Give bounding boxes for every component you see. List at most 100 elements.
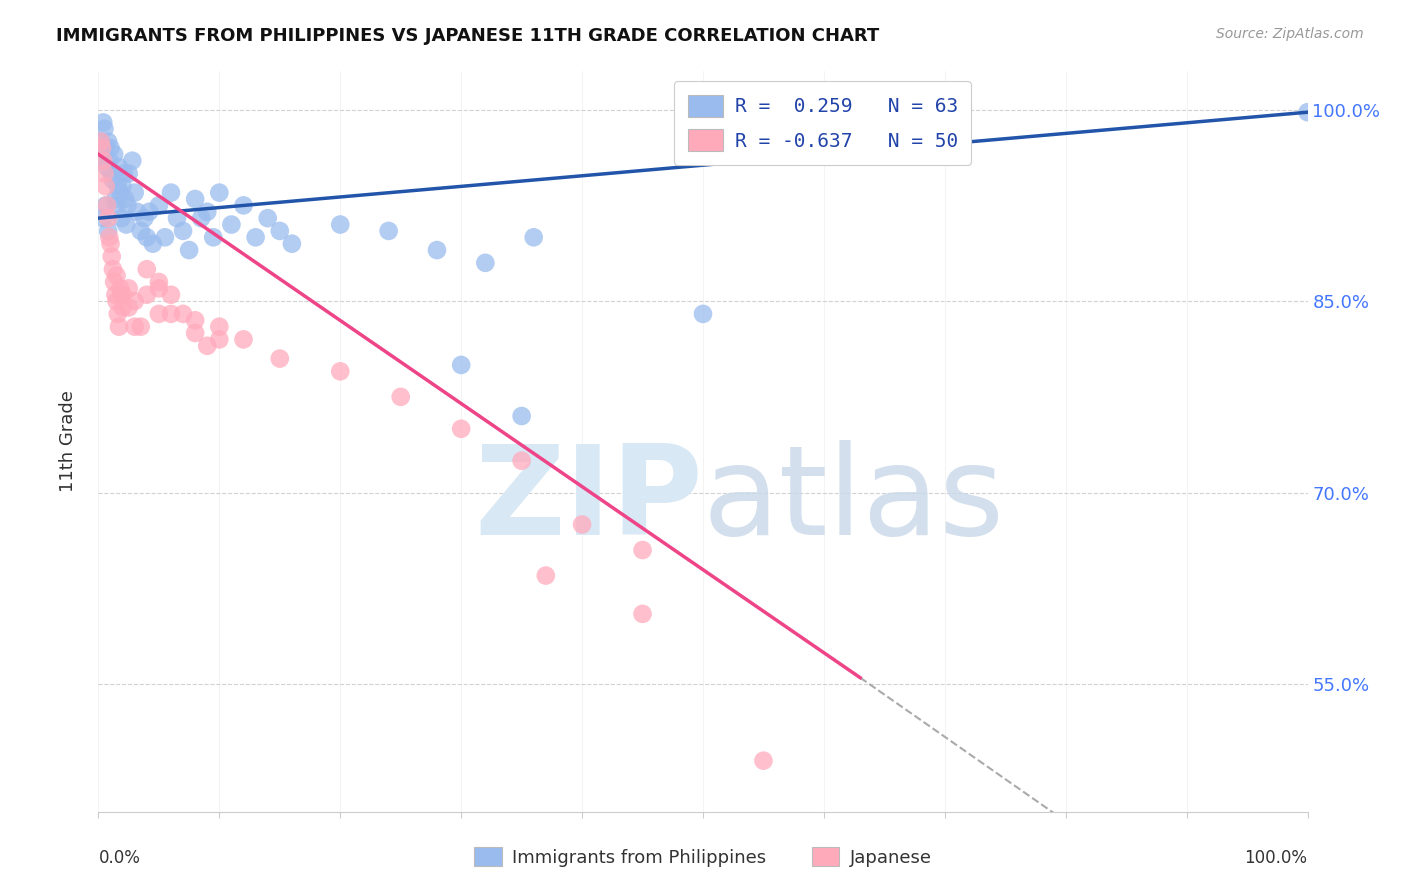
Point — [129, 319, 152, 334]
Point — [245, 230, 267, 244]
Point — [450, 422, 472, 436]
Point — [160, 186, 183, 200]
Point — [148, 275, 170, 289]
Point — [208, 319, 231, 334]
Point — [100, 250, 122, 264]
Point — [111, 179, 134, 194]
Text: ZIP: ZIP — [474, 441, 703, 561]
Point — [377, 224, 399, 238]
Point — [93, 121, 115, 136]
Point — [510, 409, 533, 423]
Point — [100, 141, 122, 155]
Point — [450, 358, 472, 372]
Point — [111, 301, 134, 315]
Point — [172, 307, 194, 321]
Point — [111, 287, 134, 301]
Point — [135, 262, 157, 277]
Point — [105, 198, 128, 212]
Point — [108, 281, 131, 295]
Point — [179, 243, 201, 257]
Point — [873, 135, 896, 149]
Point — [134, 211, 156, 226]
Point — [752, 754, 775, 768]
Point — [631, 607, 654, 621]
Point — [115, 218, 138, 232]
Text: IMMIGRANTS FROM PHILIPPINES VS JAPANESE 11TH GRADE CORRELATION CHART: IMMIGRANTS FROM PHILIPPINES VS JAPANESE … — [56, 27, 880, 45]
Point — [121, 153, 143, 168]
Point — [103, 147, 125, 161]
Point — [160, 287, 183, 301]
Point — [91, 153, 114, 168]
Point — [96, 160, 118, 174]
Point — [118, 166, 141, 180]
Point — [117, 198, 139, 212]
Point — [269, 224, 291, 238]
Point — [94, 179, 117, 194]
Point — [534, 568, 557, 582]
Text: atlas: atlas — [703, 441, 1005, 561]
Point — [96, 198, 118, 212]
Point — [112, 166, 135, 180]
Point — [142, 236, 165, 251]
Point — [329, 364, 352, 378]
Point — [98, 153, 121, 168]
Point — [329, 218, 352, 232]
Point — [232, 198, 254, 212]
Point — [135, 287, 157, 301]
Point — [148, 198, 170, 212]
Point — [107, 179, 129, 194]
Text: 0.0%: 0.0% — [98, 849, 141, 867]
Point — [110, 211, 132, 226]
Point — [100, 236, 122, 251]
Point — [91, 211, 114, 226]
Point — [510, 453, 533, 467]
Point — [221, 218, 243, 232]
Point — [474, 256, 496, 270]
Point — [571, 517, 593, 532]
Point — [104, 192, 127, 206]
Point — [127, 204, 149, 219]
Point — [692, 307, 714, 321]
Point — [849, 141, 872, 155]
Point — [148, 281, 170, 295]
Point — [426, 243, 449, 257]
Point — [124, 186, 146, 200]
Point — [631, 543, 654, 558]
Point — [94, 141, 117, 155]
Point — [107, 307, 129, 321]
Point — [184, 326, 207, 340]
Point — [118, 281, 141, 295]
Point — [148, 307, 170, 321]
Point — [153, 230, 176, 244]
Point — [166, 211, 188, 226]
Point — [195, 204, 218, 219]
Point — [103, 275, 125, 289]
Point — [118, 301, 141, 315]
Point — [135, 230, 157, 244]
Point — [202, 230, 225, 244]
Text: 100.0%: 100.0% — [1244, 849, 1308, 867]
Point — [90, 135, 112, 149]
Point — [256, 211, 278, 226]
Point — [98, 230, 121, 244]
Point — [91, 153, 114, 168]
Point — [105, 294, 128, 309]
Point — [91, 115, 114, 129]
Point — [108, 319, 131, 334]
Point — [160, 307, 183, 321]
Point — [101, 173, 124, 187]
Point — [129, 224, 152, 238]
Point — [172, 224, 194, 238]
Point — [93, 166, 115, 180]
Point — [100, 166, 122, 180]
Point — [232, 333, 254, 347]
Point — [184, 192, 207, 206]
Point — [97, 224, 120, 238]
Point — [124, 319, 146, 334]
Point — [108, 160, 131, 174]
Point — [104, 287, 127, 301]
Point — [97, 135, 120, 149]
Point — [523, 230, 546, 244]
Y-axis label: 11th Grade: 11th Grade — [59, 391, 77, 492]
Point — [110, 287, 132, 301]
